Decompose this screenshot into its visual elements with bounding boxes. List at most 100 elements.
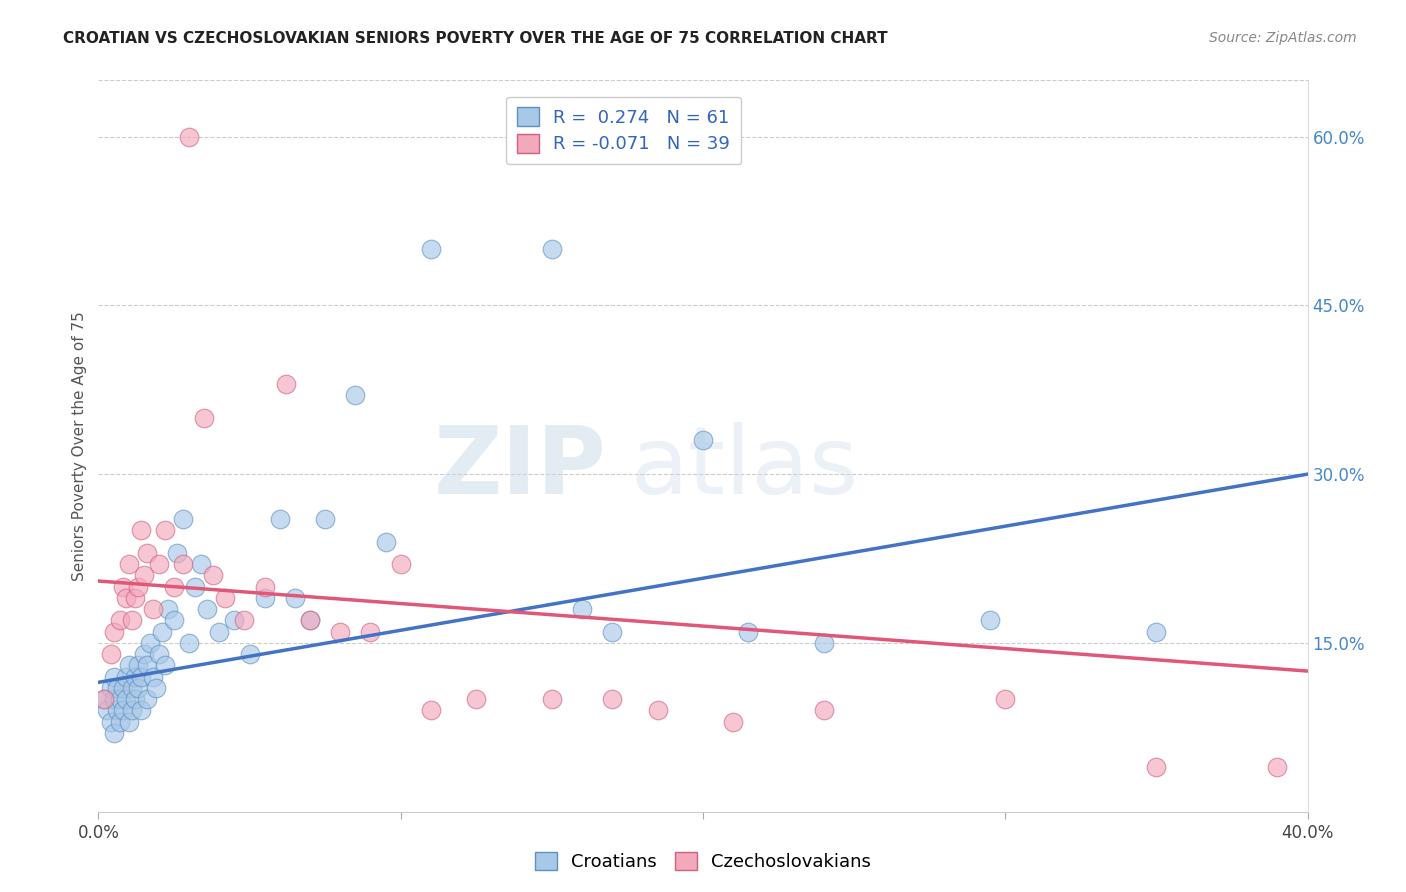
Point xyxy=(127,580,149,594)
Point xyxy=(103,726,125,740)
Point xyxy=(329,624,352,639)
Point xyxy=(179,636,201,650)
Point xyxy=(420,242,443,256)
Point xyxy=(166,546,188,560)
Point xyxy=(299,614,322,628)
Point xyxy=(389,557,412,571)
Point xyxy=(374,534,396,549)
Point xyxy=(121,614,143,628)
Point xyxy=(135,546,157,560)
Point xyxy=(1144,760,1167,774)
Point xyxy=(360,624,382,639)
Point xyxy=(111,580,134,594)
Point xyxy=(253,591,276,605)
Text: atlas: atlas xyxy=(630,422,859,514)
Point xyxy=(179,129,201,144)
Point xyxy=(108,692,131,706)
Point xyxy=(103,624,125,639)
Point xyxy=(114,670,136,684)
Point xyxy=(239,647,262,661)
Point xyxy=(114,591,136,605)
Point xyxy=(284,591,307,605)
Point xyxy=(148,647,170,661)
Point xyxy=(602,692,624,706)
Point xyxy=(111,703,134,717)
Point xyxy=(344,388,367,402)
Point xyxy=(269,512,291,526)
Text: CROATIAN VS CZECHOSLOVAKIAN SENIORS POVERTY OVER THE AGE OF 75 CORRELATION CHART: CROATIAN VS CZECHOSLOVAKIAN SENIORS POVE… xyxy=(63,31,889,46)
Point xyxy=(142,670,165,684)
Point xyxy=(195,602,218,616)
Point xyxy=(193,410,215,425)
Point xyxy=(148,557,170,571)
Point xyxy=(100,681,122,695)
Point xyxy=(1144,624,1167,639)
Point xyxy=(129,670,152,684)
Point xyxy=(540,242,562,256)
Point xyxy=(1267,760,1289,774)
Point xyxy=(813,703,835,717)
Point xyxy=(108,714,131,729)
Point xyxy=(114,692,136,706)
Point xyxy=(465,692,488,706)
Point xyxy=(100,714,122,729)
Point xyxy=(105,703,128,717)
Point xyxy=(692,434,714,448)
Point xyxy=(190,557,212,571)
Point xyxy=(96,703,118,717)
Point xyxy=(132,568,155,582)
Point xyxy=(208,624,231,639)
Text: Source: ZipAtlas.com: Source: ZipAtlas.com xyxy=(1209,31,1357,45)
Point xyxy=(127,681,149,695)
Point xyxy=(124,670,146,684)
Point xyxy=(184,580,207,594)
Point xyxy=(100,647,122,661)
Point xyxy=(105,681,128,695)
Point xyxy=(172,557,194,571)
Point xyxy=(602,624,624,639)
Point xyxy=(108,614,131,628)
Y-axis label: Seniors Poverty Over the Age of 75: Seniors Poverty Over the Age of 75 xyxy=(72,311,87,581)
Point xyxy=(420,703,443,717)
Point xyxy=(121,703,143,717)
Point xyxy=(232,614,254,628)
Point xyxy=(224,614,246,628)
Point xyxy=(274,377,297,392)
Point xyxy=(172,512,194,526)
Point xyxy=(153,658,176,673)
Point xyxy=(118,658,141,673)
Point xyxy=(163,614,186,628)
Point xyxy=(994,692,1017,706)
Point xyxy=(299,614,322,628)
Point xyxy=(93,692,115,706)
Point xyxy=(121,681,143,695)
Point xyxy=(156,602,179,616)
Point xyxy=(813,636,835,650)
Point xyxy=(571,602,593,616)
Point xyxy=(145,681,167,695)
Point xyxy=(214,591,236,605)
Legend: R =  0.274   N = 61, R = -0.071   N = 39: R = 0.274 N = 61, R = -0.071 N = 39 xyxy=(506,96,741,164)
Point xyxy=(93,692,115,706)
Point xyxy=(139,636,162,650)
Point xyxy=(111,681,134,695)
Text: ZIP: ZIP xyxy=(433,422,606,514)
Point xyxy=(118,557,141,571)
Legend: Croatians, Czechoslovakians: Croatians, Czechoslovakians xyxy=(527,845,879,879)
Point xyxy=(135,658,157,673)
Point xyxy=(129,524,152,538)
Point xyxy=(253,580,276,594)
Point xyxy=(979,614,1001,628)
Point xyxy=(103,692,125,706)
Point xyxy=(127,658,149,673)
Point xyxy=(163,580,186,594)
Point xyxy=(103,670,125,684)
Point xyxy=(135,692,157,706)
Point xyxy=(202,568,225,582)
Point xyxy=(132,647,155,661)
Point xyxy=(737,624,759,639)
Point xyxy=(647,703,669,717)
Point xyxy=(150,624,173,639)
Point xyxy=(314,512,336,526)
Point xyxy=(124,591,146,605)
